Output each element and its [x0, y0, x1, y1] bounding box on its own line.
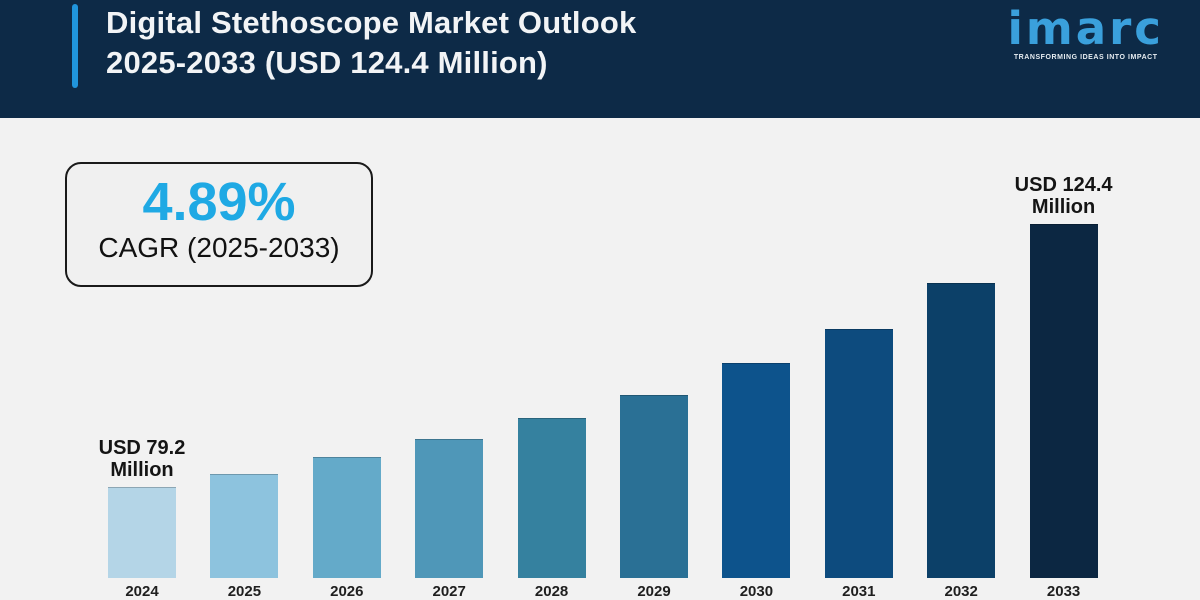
x-axis-label-2025: 2025: [227, 583, 262, 600]
bar-2026: [312, 457, 381, 578]
bar-2027: [415, 439, 484, 578]
page-title: Digital Stethoscope Market Outlook 2025-…: [106, 3, 636, 83]
cagr-label: CAGR (2025-2033): [98, 232, 340, 263]
x-axis-label-2031: 2031: [842, 583, 876, 600]
bar-2030: [722, 363, 791, 578]
value-label-2033: USD 124.4 Million: [1014, 174, 1113, 218]
x-axis-label-2029: 2029: [637, 583, 671, 600]
cagr-card: 4.89% CAGR (2025-2033): [65, 162, 373, 287]
imarc-logo-text: imarc: [1007, 2, 1164, 55]
bar-2029: [620, 395, 688, 578]
bar-2024: [108, 487, 176, 578]
x-axis-label-2030: 2030: [739, 583, 774, 600]
bar-2032: [927, 283, 996, 578]
x-axis-label-2027: 2027: [432, 583, 466, 600]
title-accent-bar: [72, 4, 78, 88]
imarc-logo-tagline: TRANSFORMING IDEAS INTO IMPACT: [1013, 54, 1158, 61]
cagr-value: 4.89%: [142, 172, 296, 232]
x-axis-label-2033: 2033: [1046, 583, 1081, 600]
x-axis-label-2024: 2024: [125, 583, 159, 600]
x-axis-label-2028: 2028: [534, 583, 569, 600]
bar-2033: [1029, 224, 1098, 578]
bar-2031: [824, 329, 893, 578]
imarc-logo: imarc TRANSFORMING IDEAS INTO IMPACT: [1007, 2, 1164, 62]
page-title-line1: Digital Stethoscope Market Outlook: [106, 5, 637, 40]
page-title-line2: 2025-2033 (USD 124.4 Million): [106, 45, 548, 80]
header: Digital Stethoscope Market Outlook 2025-…: [0, 0, 1200, 118]
x-axis-label-2026: 2026: [330, 583, 364, 600]
x-axis-label-2032: 2032: [944, 583, 978, 600]
value-label-2024: USD 79.2 Million: [98, 437, 186, 481]
bar-2028: [517, 418, 586, 578]
bar-2025: [210, 474, 279, 578]
